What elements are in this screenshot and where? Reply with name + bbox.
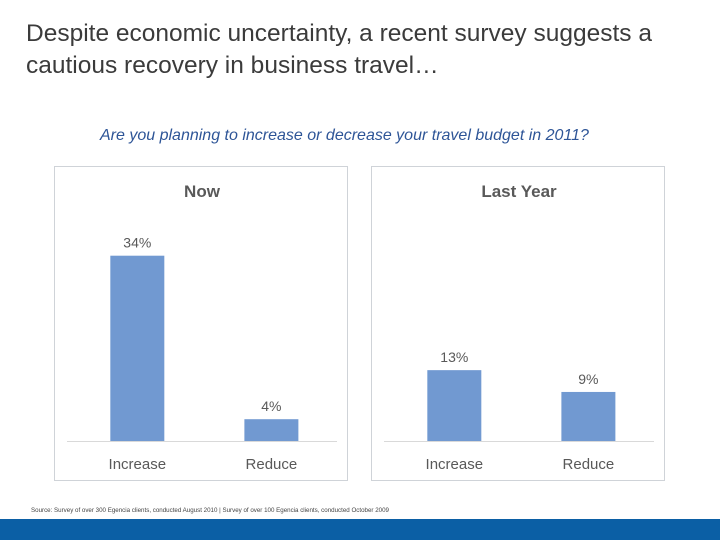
data-label-now-reduce: 4% xyxy=(261,398,281,414)
bar-last-year-reduce xyxy=(561,391,616,441)
chart-panel-last-year: Last Year 13% Increase 9% Reduce xyxy=(371,166,665,481)
source-note: Source: Survey of over 300 Egencia clien… xyxy=(31,507,389,514)
slide-title: Despite economic uncertainty, a recent s… xyxy=(26,20,652,79)
bar-now-increase xyxy=(110,255,165,441)
chart-title-now: Now xyxy=(184,182,221,201)
data-label-now-increase: 34% xyxy=(123,235,151,251)
bar-chart-now: Now 34% Increase 4% Reduce xyxy=(67,182,337,473)
data-label-last-year-increase: 13% xyxy=(440,349,468,365)
bar-last-year-increase xyxy=(427,370,482,441)
category-label-now-reduce: Reduce xyxy=(246,456,298,473)
category-label-last-year-increase: Increase xyxy=(426,456,484,473)
bar-now-reduce xyxy=(244,419,299,441)
chart-question-subtitle: Are you planning to increase or decrease… xyxy=(100,127,589,144)
bar-chart-last-year: Last Year 13% Increase 9% Reduce xyxy=(384,182,654,473)
data-label-last-year-reduce: 9% xyxy=(578,371,598,387)
footer-bar xyxy=(0,519,720,540)
category-label-now-increase: Increase xyxy=(109,456,167,473)
chart-title-last-year: Last Year xyxy=(481,182,557,201)
category-label-last-year-reduce: Reduce xyxy=(563,456,615,473)
chart-panel-now: Now 34% Increase 4% Reduce xyxy=(54,166,348,481)
